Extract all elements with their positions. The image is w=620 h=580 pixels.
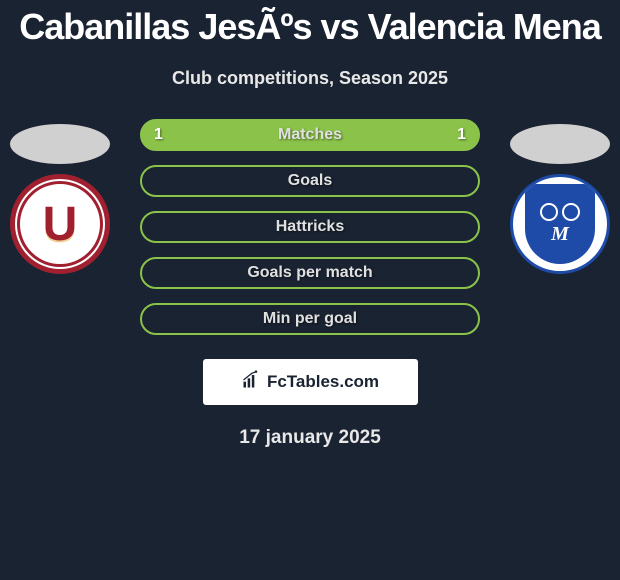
brand-text: FcTables.com xyxy=(267,372,379,392)
club-logo-right: M xyxy=(510,174,610,274)
stat-row-hattricks: Hattricks xyxy=(140,211,480,243)
stat-value-right: 1 xyxy=(457,126,466,144)
universitario-badge: U xyxy=(10,174,110,274)
comparison-card: Cabanillas JesÃºs vs Valencia Mena Club … xyxy=(0,0,620,580)
stat-row-goals-per-match: Goals per match xyxy=(140,257,480,289)
stat-label: Goals xyxy=(288,172,332,190)
chart-icon xyxy=(241,370,261,395)
badge-shield: M xyxy=(525,184,595,264)
stat-label: Matches xyxy=(278,126,342,144)
content-area: U M 1 Matches 1 Goa xyxy=(0,119,620,339)
date-text: 17 january 2025 xyxy=(0,427,620,449)
millonarios-badge: M xyxy=(510,174,610,274)
stat-value-left: 1 xyxy=(154,126,163,144)
stat-label: Hattricks xyxy=(276,218,344,236)
stat-row-matches: 1 Matches 1 xyxy=(140,119,480,151)
ring-icon xyxy=(562,203,580,221)
stats-column: 1 Matches 1 Goals Hattricks Goals per ma… xyxy=(140,119,480,335)
ring-icon xyxy=(540,203,558,221)
stat-row-goals: Goals xyxy=(140,165,480,197)
player-placeholder-right xyxy=(510,124,610,164)
badge-ring xyxy=(17,181,103,267)
stat-label: Min per goal xyxy=(263,310,357,328)
player-placeholder-left xyxy=(10,124,110,164)
brand-box: FcTables.com xyxy=(203,359,418,405)
stat-label: Goals per match xyxy=(247,264,372,282)
club-logo-left: U xyxy=(10,174,110,274)
page-title: Cabanillas JesÃºs vs Valencia Mena xyxy=(0,0,620,48)
stat-row-min-per-goal: Min per goal xyxy=(140,303,480,335)
badge-rings xyxy=(540,203,580,221)
page-subtitle: Club competitions, Season 2025 xyxy=(0,68,620,89)
badge-letter-m: M xyxy=(551,223,569,246)
